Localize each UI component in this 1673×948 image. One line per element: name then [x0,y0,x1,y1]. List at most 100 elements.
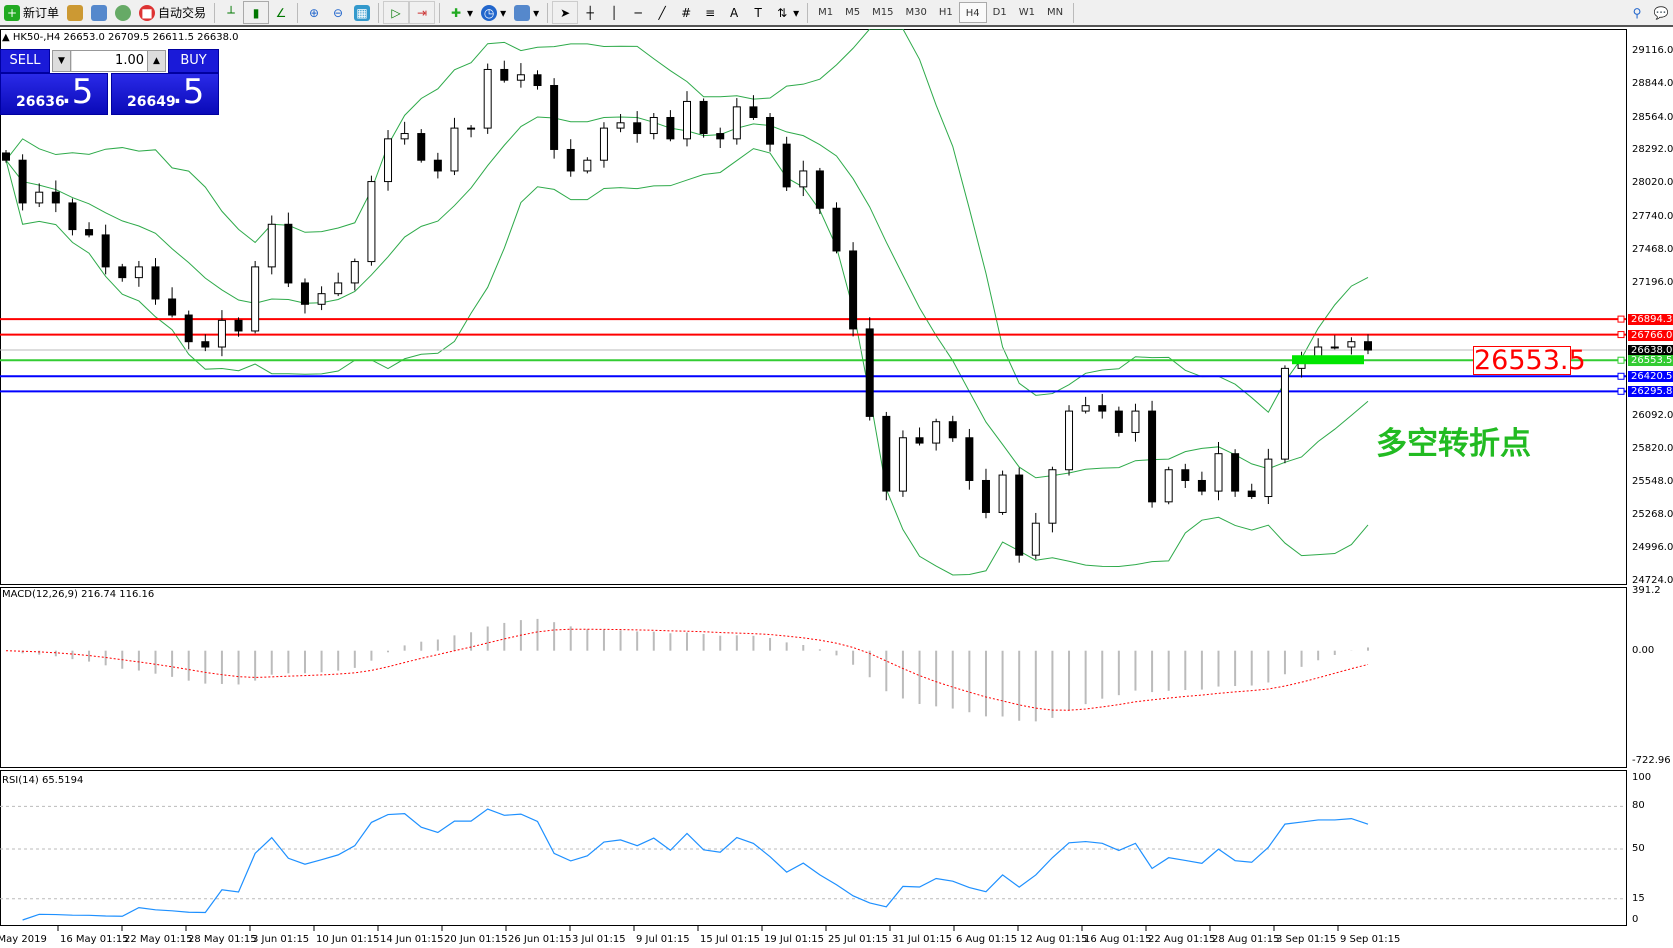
new-order-button[interactable]: + 新订单 [0,1,63,24]
timeframe-h4[interactable]: H4 [958,2,987,23]
timeframe-m15[interactable]: M15 [872,7,894,18]
price-axis-label: 26092.0 [1632,409,1673,421]
candle-chart-button[interactable]: ▮ [243,1,270,24]
price-axis-label: 29116.0 [1632,45,1673,56]
lot-input[interactable]: 1.00 [72,51,148,71]
chat-button[interactable]: 💬 [1649,1,1673,24]
time-axis-label: 9 Sep 01:15 [1340,934,1401,945]
zoom-in-button[interactable]: ⊕ [302,1,326,24]
channel-button[interactable]: # [674,1,698,24]
candle [616,113,625,133]
timeframe-mn[interactable]: MN [1046,7,1064,18]
signal-button[interactable] [111,1,135,24]
equidistant-channel-icon: # [681,5,692,20]
candle [1364,334,1372,355]
time-axis-label: 10 Jun 01:15 [316,934,380,945]
candle [300,278,309,314]
chart-shift-button[interactable]: ⇥ [409,1,436,24]
candle [184,310,193,350]
buy-price[interactable]: 26649 .5 [111,72,219,115]
tile-windows-button[interactable]: ▦ [350,1,374,24]
rsi-axis-label: 50 [1632,843,1645,854]
line-chart-button[interactable]: ∠ [269,1,293,24]
candle [533,70,542,90]
candle [1264,448,1273,505]
macd-axis-label: -722.96 [1632,755,1671,766]
navigator-icon [91,4,108,21]
candle [85,222,94,238]
macd-signal-line [5,628,1369,711]
price-axis-label: 28292.0 [1632,144,1673,156]
navigator-button[interactable] [87,1,111,24]
text-label-button[interactable]: T [746,1,770,24]
timeframe-m1[interactable]: M1 [818,7,834,18]
price-axis-label: 25268.0 [1632,509,1673,521]
arrows-button[interactable]: ⇅ ▾ [770,1,803,24]
candle [350,258,359,291]
time-axis-label: 28 Aug 01:15 [1212,934,1280,945]
chart-area[interactable] [0,29,1673,948]
timeframe-m5[interactable]: M5 [845,7,861,18]
auto-scroll-icon: ▷ [391,5,401,20]
sell-button[interactable]: SELL [0,49,50,73]
zoom-out-button[interactable]: ⊖ [326,1,350,24]
auto-trading-icon: ■ [139,4,156,21]
vertical-line-button[interactable]: │ [602,1,626,24]
lot-decrease-button[interactable]: ▼ [53,51,71,71]
crosshair-icon: ┼ [586,5,594,20]
candle [467,125,476,138]
horizontal-line-button[interactable]: ─ [626,1,650,24]
candle [766,113,775,152]
timeframe-d1[interactable]: D1 [992,7,1007,18]
candle [1181,463,1190,488]
candle [633,111,642,143]
price-tag: 26766.0 [1628,329,1673,341]
buy-button[interactable]: BUY [168,49,219,73]
candle [832,202,841,254]
rsi-axis-label: 15 [1632,892,1645,904]
sell-price[interactable]: 26636 .5 [0,72,108,115]
time-axis-label: 22 May 01:15 [124,934,193,945]
line-anchor-handle [1617,356,1625,364]
candle [384,130,393,191]
auto-trading-button[interactable]: ■ 自动交易 [135,1,210,24]
periods-button[interactable]: ◷ ▾ [477,1,510,24]
price-tag: 26420.5 [1628,371,1673,383]
search-icon: ⚲ [1632,5,1642,20]
time-axis-label: 9 Jul 01:15 [636,934,690,945]
turning-point-annotation: 多空转折点 [1376,426,1531,462]
cursor-button[interactable]: ➤ [552,1,579,24]
price-tag: 26638.0 [1628,345,1673,357]
trendline-button[interactable]: ╱ [650,1,674,24]
history-button[interactable] [63,1,87,24]
auto-scroll-button[interactable]: ▷ [383,1,410,24]
separator [547,2,549,23]
lot-increase-button[interactable]: ▲ [147,51,165,71]
price-axis-label: 25548.0 [1632,475,1673,487]
candle [483,63,492,134]
fibonacci-button[interactable]: ≡ [698,1,722,24]
candle [1330,335,1339,350]
rsi-axis-label: 80 [1632,800,1645,812]
zoom-out-icon: ⊖ [333,5,344,20]
time-axis-label: 16 May 01:15 [60,934,129,945]
timeframe-w1[interactable]: W1 [1018,7,1035,18]
timeframe-h1[interactable]: H1 [938,7,953,18]
candle [35,183,44,208]
time-axis-label: 20 Jun 01:15 [444,934,508,945]
text-button[interactable]: A [722,1,746,24]
candle [1081,396,1090,414]
candle [1131,403,1140,442]
crosshair-button[interactable]: ┼ [578,1,602,24]
search-button[interactable]: ⚲ [1625,1,1649,24]
templates-button[interactable]: ▾ [510,1,543,24]
signal-icon [115,4,132,21]
candle [68,198,77,236]
candle [1280,365,1289,464]
bar-chart-button[interactable]: ┴ [219,1,243,24]
candle [599,122,608,168]
lot-stepper[interactable]: ▼ 1.00 ▲ [52,50,166,72]
timeframe-m30[interactable]: M30 [905,7,927,18]
indicators-button[interactable]: ✚ ▾ [444,1,477,24]
candle [948,415,957,442]
